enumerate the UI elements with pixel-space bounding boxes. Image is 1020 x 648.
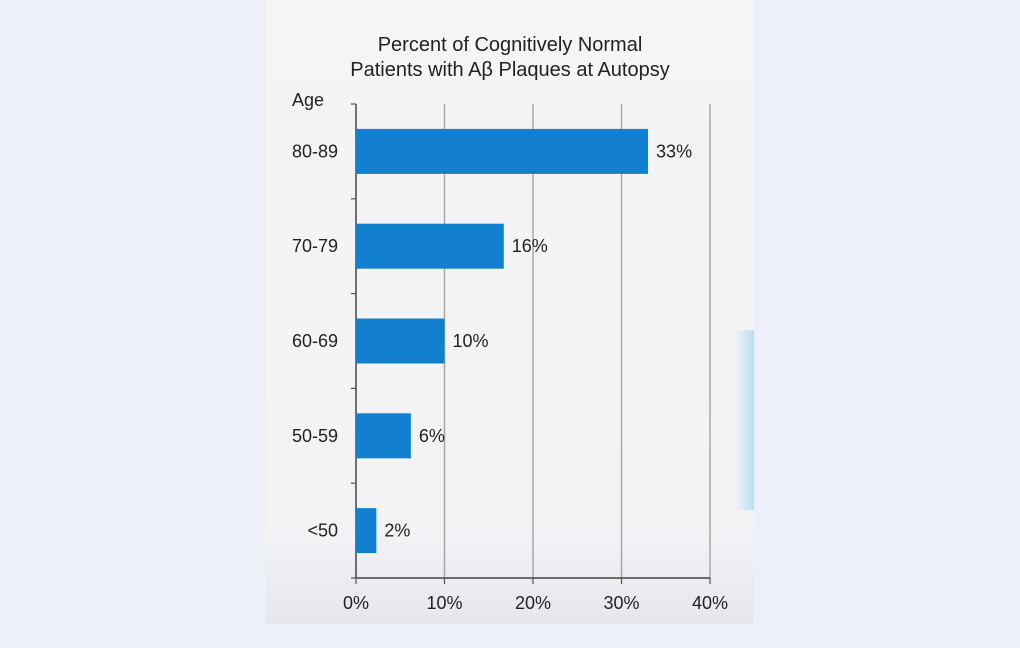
labels: 0% 10% 20% 30% 40% 80-89 33% 70-79 16% 60-69 10% 50… — [292, 141, 728, 613]
bar-50-59 — [356, 413, 411, 459]
data-label: 16% — [512, 236, 548, 256]
bar-60-69 — [356, 318, 445, 364]
bar-<50 — [356, 508, 377, 554]
bars — [356, 128, 649, 554]
bar-70-79 — [356, 223, 504, 269]
category-label: <50 — [307, 521, 338, 541]
data-label: 2% — [384, 521, 410, 541]
data-label: 33% — [656, 141, 692, 161]
chart-panel — [266, 0, 754, 624]
x-tick-label: 0% — [343, 593, 369, 613]
category-label: 50-59 — [292, 426, 338, 446]
category-label: 80-89 — [292, 141, 338, 161]
y-axis-title: Age — [292, 90, 324, 110]
chart-title-line-1: Percent of Cognitively Normal — [378, 34, 643, 56]
x-tick-label: 10% — [426, 593, 462, 613]
x-tick-label: 30% — [603, 593, 639, 613]
x-tick-label: 40% — [692, 593, 728, 613]
background-glow — [734, 330, 754, 510]
data-label: 6% — [419, 426, 445, 446]
chart-title-line-2: Patients with Aβ Plaques at Autopsy — [350, 59, 669, 81]
data-label: 10% — [453, 331, 489, 351]
category-label: 60-69 — [292, 331, 338, 351]
x-tick-label: 20% — [515, 593, 551, 613]
category-label: 70-79 — [292, 236, 338, 256]
bar-80-89 — [356, 128, 649, 174]
